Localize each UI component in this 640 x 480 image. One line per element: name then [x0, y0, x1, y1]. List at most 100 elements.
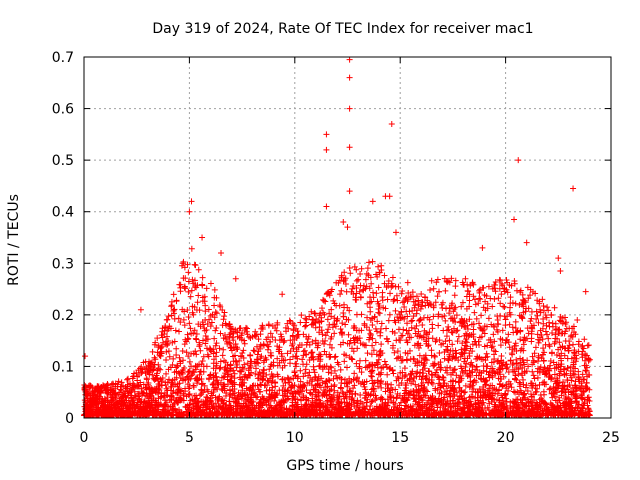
roti-point	[513, 287, 520, 294]
roti-point	[422, 374, 429, 381]
roti-point	[331, 354, 338, 361]
roti-point	[584, 342, 591, 349]
roti-point	[209, 392, 216, 399]
roti-point	[332, 353, 339, 360]
roti-point	[319, 338, 326, 345]
roti-point	[497, 300, 504, 307]
roti-point	[422, 294, 429, 301]
roti-point	[202, 340, 209, 347]
roti-point	[551, 371, 558, 378]
roti-point	[315, 389, 322, 396]
roti-point	[534, 331, 541, 338]
roti-point	[575, 368, 582, 375]
roti-point	[163, 356, 170, 363]
roti-point	[165, 366, 172, 373]
roti-point	[334, 359, 341, 366]
roti-point	[575, 341, 582, 348]
roti-point	[429, 321, 436, 328]
roti-point	[481, 343, 488, 350]
roti-point	[543, 322, 550, 329]
roti-point	[330, 297, 337, 304]
roti-point	[491, 370, 498, 377]
roti-point	[161, 331, 168, 338]
roti-point	[306, 369, 313, 376]
roti-point	[419, 366, 426, 373]
roti-point	[192, 348, 199, 355]
roti-point	[541, 349, 548, 356]
roti-point	[492, 348, 499, 355]
roti-point	[217, 303, 224, 310]
roti-point	[462, 363, 469, 370]
roti-point	[153, 372, 160, 379]
roti-point	[473, 315, 480, 322]
roti-point	[203, 394, 210, 401]
roti-point	[192, 262, 199, 269]
roti-point	[340, 339, 347, 346]
roti-point	[412, 325, 419, 332]
roti-point	[284, 320, 291, 327]
roti-point	[217, 330, 224, 337]
roti-point	[419, 373, 426, 380]
roti-point	[224, 381, 231, 388]
roti-point	[179, 348, 186, 355]
roti-point	[128, 388, 135, 395]
roti-point	[548, 349, 555, 356]
roti-point	[443, 333, 450, 340]
roti-point	[548, 311, 555, 318]
roti-point	[372, 325, 379, 332]
roti-point	[195, 266, 202, 273]
roti-point	[337, 326, 344, 333]
roti-point	[430, 285, 437, 292]
roti-point	[392, 307, 399, 314]
roti-point	[454, 327, 461, 334]
roti-point	[433, 279, 440, 286]
roti-point	[180, 258, 187, 265]
roti-point	[325, 369, 332, 376]
roti-point	[404, 320, 411, 327]
roti-point	[346, 400, 353, 407]
roti-point	[337, 291, 344, 298]
roti-point	[150, 366, 157, 373]
roti-point	[362, 386, 369, 393]
roti-point	[318, 327, 325, 334]
roti-point	[260, 342, 267, 349]
roti-point	[547, 358, 554, 365]
roti-point	[495, 375, 502, 382]
roti-point	[300, 373, 307, 380]
roti-point	[570, 341, 577, 348]
roti-point	[459, 368, 466, 375]
roti-point	[387, 290, 394, 297]
roti-point	[449, 315, 456, 322]
roti-point	[239, 387, 246, 394]
roti-point	[209, 381, 216, 388]
roti-point	[480, 326, 487, 333]
roti-point	[358, 265, 365, 272]
roti-point	[398, 290, 405, 297]
roti-point	[162, 324, 169, 331]
roti-point	[478, 325, 485, 332]
roti-point	[509, 324, 516, 331]
roti-point	[455, 333, 462, 340]
roti-point	[579, 371, 586, 378]
roti-point	[186, 390, 193, 397]
roti-point	[376, 310, 383, 317]
roti-point	[392, 400, 399, 407]
roti-point	[297, 367, 304, 374]
roti-point	[375, 263, 382, 270]
roti-point	[476, 295, 483, 302]
roti-point	[260, 366, 267, 373]
roti-point	[357, 293, 364, 300]
roti-point	[287, 356, 294, 363]
roti-point	[328, 313, 335, 320]
roti-point	[494, 313, 501, 320]
roti-point	[456, 396, 463, 403]
roti-point	[244, 360, 251, 367]
roti-point	[437, 359, 444, 366]
roti-point	[367, 316, 374, 323]
roti-point	[483, 368, 490, 375]
roti-point	[381, 272, 388, 279]
roti-point	[312, 340, 319, 347]
roti-point	[263, 387, 270, 394]
roti-point	[139, 369, 146, 376]
roti-point	[374, 318, 381, 325]
